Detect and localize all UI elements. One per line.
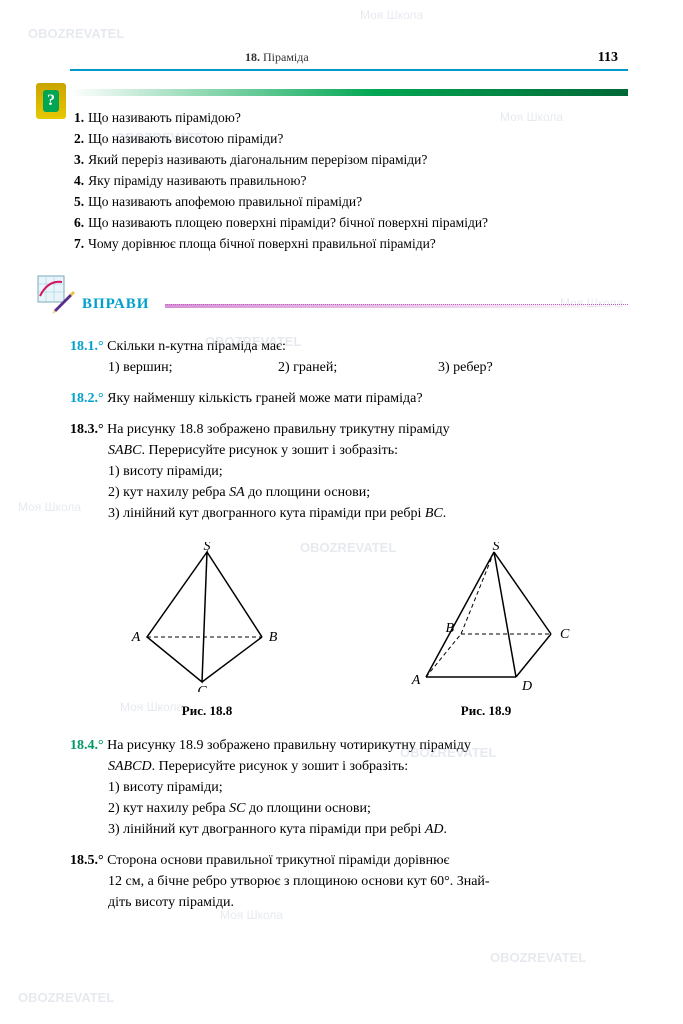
question-item: 5.Що називають апофемою правильної пірам…	[74, 192, 628, 213]
watermark: Моя Школа	[120, 700, 183, 714]
svg-text:D: D	[521, 679, 532, 692]
watermark: OBOZREVATEL	[490, 950, 586, 965]
questions-block: ? 1.Що називають пірамідою? 2.Що називаю…	[70, 89, 628, 254]
question-item: 3.Який переріз називають діагональним пе…	[74, 150, 628, 171]
watermark: OBOZREVATEL	[400, 745, 496, 760]
question-icon: ?	[36, 83, 66, 119]
svg-text:B: B	[445, 621, 454, 636]
exercises-title: ВПРАВИ	[82, 296, 149, 313]
gradient-bar	[70, 89, 628, 96]
watermark: OBOZREVATEL	[300, 540, 396, 555]
watermark: OBOZREVATEL	[28, 26, 124, 41]
svg-text:S: S	[204, 542, 211, 554]
exercise-options: 1) вершин; 2) граней; 3) ребер?	[108, 357, 628, 378]
exercises-rule	[165, 304, 628, 308]
chapter-title: 18. Піраміда	[245, 50, 309, 65]
svg-text:A: A	[131, 630, 141, 645]
exercises-icon	[36, 274, 76, 314]
exercise-18-2: 18.2.° Яку найменшу кількість граней мож…	[70, 388, 628, 409]
watermark: Моя Школа	[360, 8, 423, 22]
watermark: Моя Школа	[220, 908, 283, 922]
question-item: 1.Що називають пірамідою?	[74, 108, 628, 129]
question-mark-icon: ?	[43, 90, 59, 112]
figure-18-9: S B C A D Рис. 18.9	[396, 542, 576, 719]
watermark: Моя Школа	[18, 500, 81, 514]
figures-row: S A B C Рис. 18.8 S B C A D Рис. 18.9	[70, 542, 628, 719]
svg-text:B: B	[269, 630, 278, 645]
figure-18-8: S A B C Рис. 18.8	[122, 542, 292, 719]
pyramid-sabcd: S B C A D	[396, 542, 576, 692]
svg-text:C: C	[197, 684, 207, 692]
exercise-18-3: 18.3.° На рисунку 18.8 зображено правиль…	[70, 419, 628, 524]
header-rule	[70, 69, 628, 71]
question-item: 4.Яку піраміду називають правильною?	[74, 171, 628, 192]
question-item: 7.Чому дорівнює площа бічної поверхні пр…	[74, 234, 628, 255]
question-item: 2.Що називають висотою піраміди?	[74, 129, 628, 150]
page-number: 113	[598, 50, 618, 66]
exercises-header: ВПРАВИ	[70, 284, 628, 322]
exercise-18-5: 18.5.° Сторона основи правильної трикутн…	[70, 850, 628, 913]
questions-list: 1.Що називають пірамідою? 2.Що називають…	[70, 108, 628, 254]
svg-text:C: C	[560, 627, 570, 642]
figure-caption: Рис. 18.9	[396, 703, 576, 719]
pyramid-sabc: S A B C	[122, 542, 292, 692]
page-header: 18. Піраміда 113	[70, 50, 628, 66]
exercise-18-1: 18.1.° Скільки n-кутна піраміда має: 1) …	[70, 336, 628, 378]
exercise-18-4: 18.4.° На рисунку 18.9 зображено правиль…	[70, 735, 628, 840]
watermark: OBOZREVATEL	[205, 334, 301, 349]
watermark: OBOZREVATEL	[18, 990, 114, 1005]
svg-text:A: A	[411, 673, 421, 688]
svg-text:S: S	[493, 542, 500, 554]
question-item: 6.Що називають площею поверхні піраміди?…	[74, 213, 628, 234]
